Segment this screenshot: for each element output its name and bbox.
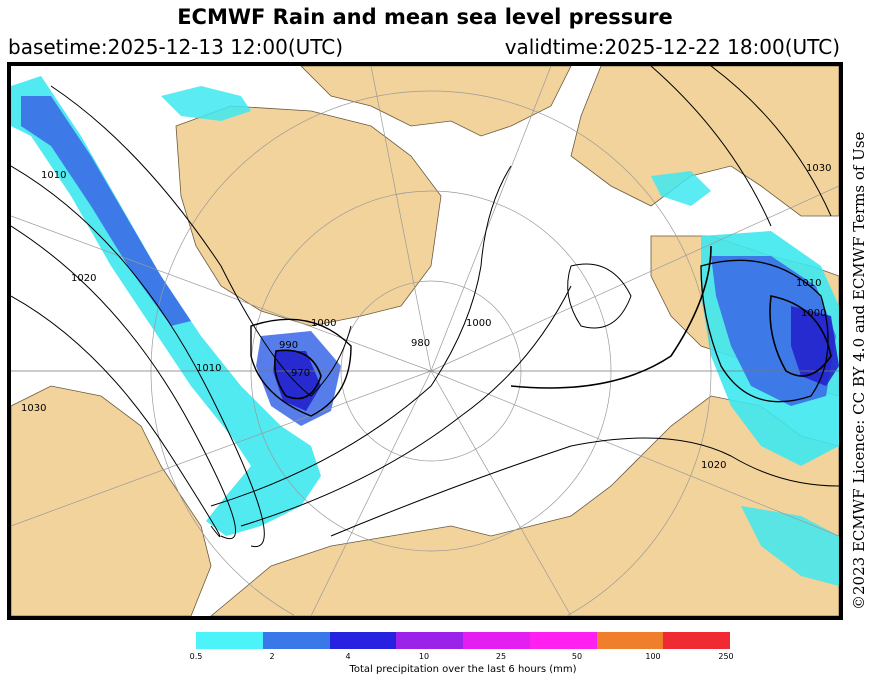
land-greenland bbox=[175, 105, 442, 327]
legend-swatch bbox=[396, 632, 463, 649]
legend-tick: 50 bbox=[571, 652, 583, 661]
legend-tick: 2 bbox=[269, 652, 275, 661]
validtime-label: validtime:2025-12-22 18:00(UTC) bbox=[504, 35, 840, 59]
license-text: ©2023 ECMWF Licence: CC BY 4.0 and ECMWF… bbox=[850, 131, 868, 610]
land-arctic-canada bbox=[300, 66, 572, 137]
legend-ticks: 0.5 2 4 10 25 50 100 250 bbox=[190, 652, 734, 664]
map-panel[interactable]: 1010 1020 1030 1010 1000 990 970 980 100… bbox=[7, 62, 843, 620]
legend-swatch bbox=[196, 632, 263, 649]
legend-swatch bbox=[596, 632, 664, 649]
isobar-labels: 1010 1020 1030 1010 1000 990 970 980 100… bbox=[21, 163, 831, 471]
basetime-label: basetime:2025-12-13 12:00(UTC) bbox=[8, 35, 344, 59]
legend-swatch bbox=[463, 632, 530, 649]
legend-tick: 100 bbox=[645, 652, 661, 661]
isobar-label: 990 bbox=[279, 340, 298, 351]
isobar-label: 1000 bbox=[311, 318, 336, 329]
isobar-label: 1030 bbox=[21, 403, 46, 414]
isobar-label: 1010 bbox=[796, 278, 821, 289]
isobar-label: 1020 bbox=[701, 460, 726, 471]
land-siberia bbox=[570, 66, 839, 217]
legend-tick: 25 bbox=[495, 652, 507, 661]
graticule bbox=[11, 66, 839, 616]
map-canvas: 1010 1020 1030 1010 1000 990 970 980 100… bbox=[11, 66, 839, 616]
isobars bbox=[11, 66, 839, 548]
legend-swatch bbox=[329, 632, 397, 649]
land-north-america bbox=[210, 395, 839, 616]
isobar-label: 1030 bbox=[806, 163, 831, 174]
legend-tick: 4 bbox=[345, 652, 351, 661]
precip-legend bbox=[196, 632, 730, 649]
legend-swatch bbox=[262, 632, 330, 649]
precip-layer bbox=[11, 76, 839, 586]
legend-tick: 10 bbox=[418, 652, 430, 661]
isobar-label: 1010 bbox=[41, 170, 66, 181]
isobar-label: 980 bbox=[411, 338, 430, 349]
legend-label: Total precipitation over the last 6 hour… bbox=[349, 664, 577, 675]
isobar-label: 970 bbox=[291, 368, 310, 379]
legend-tick: 250 bbox=[718, 652, 734, 661]
isobar-label: 1000 bbox=[801, 308, 826, 319]
chart-title: ECMWF Rain and mean sea level pressure bbox=[177, 5, 673, 29]
isobar-label: 1020 bbox=[71, 273, 96, 284]
legend-swatch bbox=[529, 632, 597, 649]
legend-swatch bbox=[663, 632, 730, 649]
legend-tick: 0.5 bbox=[189, 652, 203, 661]
isobar-label: 1000 bbox=[466, 318, 491, 329]
isobar-label: 1010 bbox=[196, 363, 221, 374]
land-scandinavia bbox=[11, 385, 212, 616]
